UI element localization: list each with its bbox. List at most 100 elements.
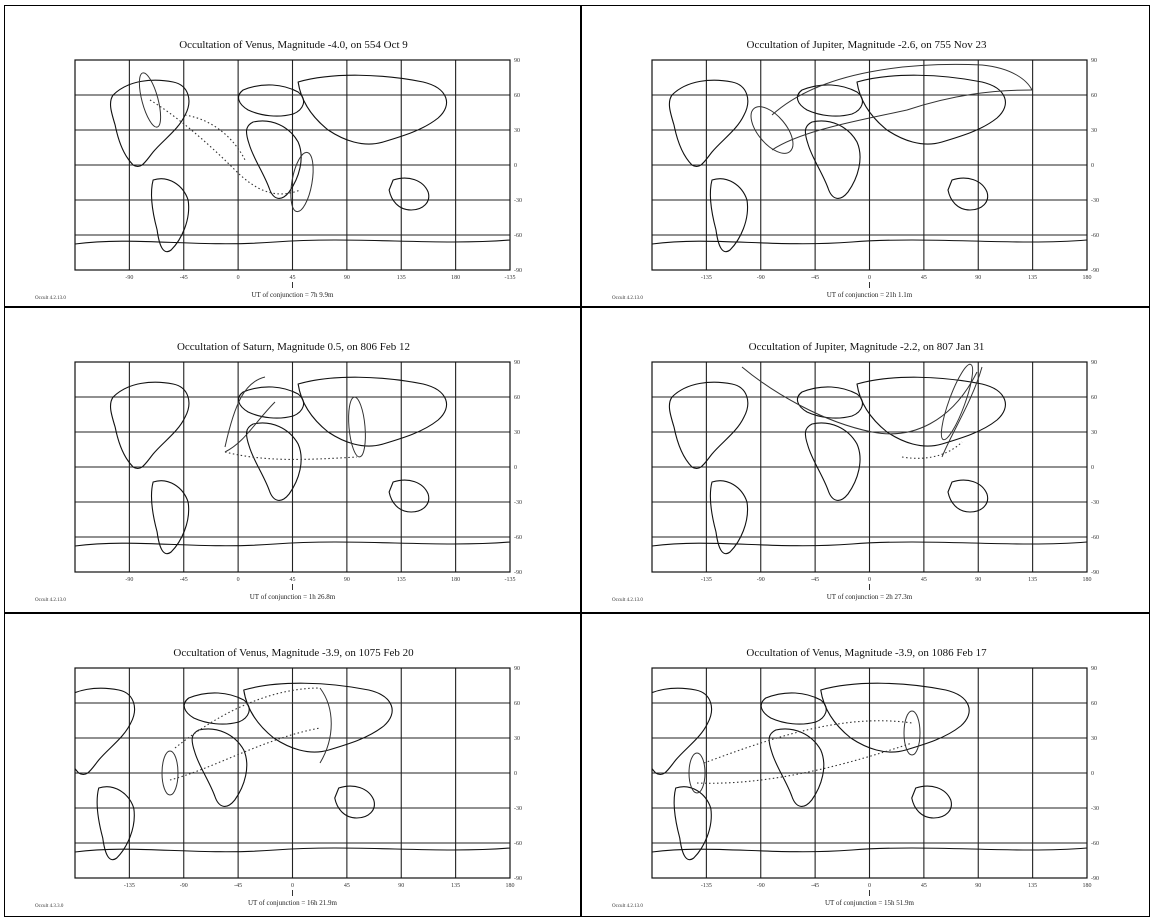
latitude-label: 90	[514, 360, 520, 366]
map-frame	[74, 59, 511, 271]
visibility-zone	[348, 396, 366, 458]
visibility-zone	[903, 710, 921, 756]
longitude-label: 45	[290, 275, 296, 281]
longitude-label: -135	[701, 577, 712, 583]
visibility-zone	[161, 750, 179, 796]
coastline	[109, 381, 190, 470]
latitude-label: 0	[1091, 771, 1094, 777]
map-title: Occultation of Venus, Magnitude -3.9, on…	[746, 647, 987, 659]
longitude-label: -135	[701, 883, 712, 889]
coastline	[652, 687, 712, 776]
longitude-label: -45	[180, 275, 188, 281]
ut-conjunction: UT of conjunction = 7h 9.9m	[252, 291, 335, 299]
coastline	[297, 74, 448, 145]
ut-conjunction: UT of conjunction = 16h 21.9m	[248, 899, 338, 907]
coastlines	[652, 682, 970, 861]
longitude-label: -45	[180, 577, 188, 583]
coastline	[75, 687, 135, 776]
latitude-label: 0	[514, 465, 517, 471]
coastline	[297, 376, 448, 447]
latitude-label: 90	[1091, 58, 1097, 64]
latitude-label: 60	[1091, 395, 1097, 401]
visibility-limit	[319, 687, 332, 764]
visibility-zone	[138, 72, 162, 128]
map-panel-grid: Occultation of Venus, Magnitude -4.0, on…	[4, 5, 1150, 917]
ut-conjunction: UT of conjunction = 21h 1.1m	[827, 291, 913, 299]
coastline	[388, 177, 430, 211]
coastline	[796, 386, 863, 419]
longitude-label: 135	[1028, 275, 1037, 281]
map-title: Occultation of Jupiter, Magnitude -2.2, …	[749, 341, 985, 353]
longitude-label: -45	[811, 577, 819, 583]
longitude-label: 90	[975, 275, 981, 281]
coastline	[150, 480, 190, 555]
latitude-label: 0	[514, 771, 517, 777]
occultation-track	[184, 114, 246, 161]
longitude-label: 90	[344, 577, 350, 583]
visibility-limit	[771, 89, 1033, 151]
coastline	[760, 692, 827, 725]
occultation-track	[224, 451, 358, 460]
latitude-label: 30	[1091, 128, 1097, 134]
latitude-label: 60	[514, 701, 520, 707]
longitude-label: 45	[921, 275, 927, 281]
longitude-label: -45	[234, 883, 242, 889]
longitude-label: 0	[291, 883, 294, 889]
map-title: Occultation of Saturn, Magnitude 0.5, on…	[177, 341, 410, 353]
latitude-label: 90	[514, 58, 520, 64]
software-version: Occult 4.2.13.0	[612, 904, 643, 909]
longitude-label: -45	[811, 275, 819, 281]
latitude-label: -30	[1091, 806, 1099, 812]
latitude-label: 90	[1091, 360, 1097, 366]
map-panel: Occultation of Jupiter, Magnitude -2.2, …	[581, 307, 1150, 613]
longitude-label: 180	[451, 275, 460, 281]
coastline	[856, 376, 1006, 447]
latitude-label: -30	[1091, 198, 1099, 204]
longitude-label: -135	[124, 883, 135, 889]
ut-conjunction: UT of conjunction = 2h 27.3m	[827, 593, 913, 601]
occultation-track	[901, 441, 963, 459]
latitude-label: 30	[1091, 736, 1097, 742]
map-panel: Occultation of Venus, Magnitude -3.9, on…	[581, 613, 1150, 917]
coastline	[709, 178, 749, 253]
occultation-track	[149, 99, 301, 195]
visibility-zone	[688, 752, 706, 794]
map-panel: Occultation of Jupiter, Magnitude -2.6, …	[581, 5, 1150, 307]
ut-conjunction: UT of conjunction = 1h 26.8m	[250, 593, 336, 601]
map-title: Occultation of Venus, Magnitude -3.9, on…	[173, 647, 414, 659]
longitude-label: 135	[397, 577, 406, 583]
longitude-label: 0	[868, 577, 871, 583]
coastline	[804, 120, 861, 199]
coastline	[334, 785, 375, 819]
longitude-label: 90	[344, 275, 350, 281]
visibility-limit	[224, 376, 266, 448]
latitude-label: 0	[1091, 465, 1094, 471]
map-title: Occultation of Jupiter, Magnitude -2.6, …	[747, 39, 987, 51]
longitude-label: -135	[701, 275, 712, 281]
coastline	[856, 74, 1006, 145]
software-version: Occult 4.2.13.0	[35, 598, 66, 603]
map-panel: Occultation of Saturn, Magnitude 0.5, on…	[4, 307, 581, 613]
longitude-label: -90	[757, 883, 765, 889]
latitude-label: -60	[514, 841, 522, 847]
latitude-label: -90	[514, 570, 522, 576]
visibility-limit	[741, 366, 978, 435]
latitude-label: -90	[514, 268, 522, 274]
world-map: Occultation of Jupiter, Magnitude -2.2, …	[612, 341, 1099, 603]
latitude-label: 0	[1091, 163, 1094, 169]
antarctica-coastline	[652, 239, 1087, 245]
longitude-label: 45	[290, 577, 296, 583]
antarctica-coastline	[75, 847, 510, 853]
visibility-zone	[750, 106, 794, 154]
antarctica-coastline	[652, 847, 1087, 853]
latitude-label: 90	[514, 666, 520, 672]
longitude-label: -45	[811, 883, 819, 889]
latitude-label: 30	[514, 430, 520, 436]
coastline	[709, 480, 749, 555]
occultation-track	[174, 687, 321, 749]
coastlines	[75, 682, 393, 861]
coastlines	[668, 376, 1006, 555]
ut-conjunction: UT of conjunction = 15h 51.9m	[825, 899, 915, 907]
coastline	[768, 728, 825, 807]
occultation-track	[696, 742, 913, 784]
